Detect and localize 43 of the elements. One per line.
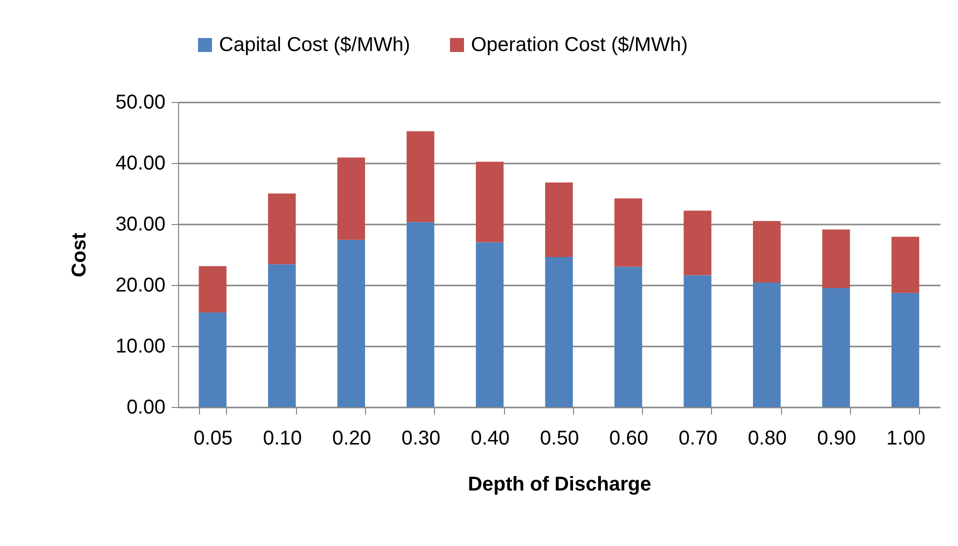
x-tick-label: 0.60 xyxy=(609,428,648,450)
bar xyxy=(545,182,573,257)
bar xyxy=(268,194,296,264)
bar xyxy=(337,240,366,407)
x-tick-label: 0.80 xyxy=(748,428,787,450)
legend-label: Capital Cost ($/MWh) xyxy=(219,34,410,56)
y-tick-label: 10.00 xyxy=(115,336,166,358)
bar xyxy=(684,210,712,276)
y-tick-label: 50.00 xyxy=(115,92,166,114)
y-axis-title: Cost xyxy=(68,232,90,278)
bar xyxy=(198,312,226,407)
y-tick-label: 40.00 xyxy=(115,152,166,174)
x-tick-label: 0.50 xyxy=(540,428,579,450)
x-tick-label: 0.05 xyxy=(194,428,233,450)
bar xyxy=(684,275,712,407)
x-tick-label: 0.10 xyxy=(262,428,302,450)
bar xyxy=(752,282,781,407)
y-tick-label: 20.00 xyxy=(115,274,166,296)
x-tick-label: 0.40 xyxy=(470,428,510,450)
bar xyxy=(822,288,850,407)
bar xyxy=(822,229,850,288)
bar xyxy=(614,266,642,407)
x-tick-label: 1.00 xyxy=(886,428,926,450)
bar xyxy=(752,220,781,283)
x-tick-label: 0.20 xyxy=(332,428,372,450)
bar xyxy=(476,162,504,242)
x-tick-label: 0.30 xyxy=(401,428,440,450)
bar xyxy=(892,236,920,293)
legend-label: Operation Cost ($/MWh) xyxy=(471,34,688,56)
x-tick-label: 0.90 xyxy=(817,428,856,450)
bar xyxy=(198,266,226,312)
bar xyxy=(614,198,642,267)
bar xyxy=(406,131,434,222)
bar xyxy=(268,264,296,407)
bar xyxy=(406,222,434,407)
y-tick-label: 0.00 xyxy=(126,396,166,418)
bar xyxy=(337,158,366,240)
bar xyxy=(476,242,504,407)
y-tick-label: 30.00 xyxy=(115,214,166,236)
bar xyxy=(892,292,920,407)
x-axis-title: Depth of Discharge xyxy=(468,474,652,496)
bar xyxy=(545,256,573,407)
x-tick-label: 0.70 xyxy=(678,428,718,450)
